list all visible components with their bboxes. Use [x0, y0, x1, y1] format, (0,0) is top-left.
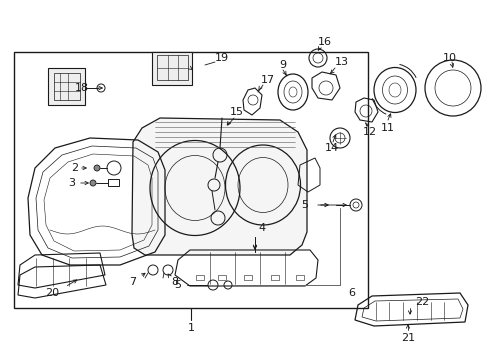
- Text: 16: 16: [317, 37, 331, 47]
- Bar: [152, 52, 192, 85]
- Circle shape: [94, 165, 100, 171]
- Text: 17: 17: [261, 75, 274, 85]
- Text: 6: 6: [348, 288, 355, 298]
- Bar: [244, 275, 251, 280]
- Circle shape: [90, 180, 96, 186]
- Text: 14: 14: [324, 143, 338, 153]
- Text: 20: 20: [45, 288, 59, 298]
- Bar: [14, 52, 367, 308]
- Text: 22: 22: [414, 297, 428, 307]
- Text: 9: 9: [279, 60, 286, 70]
- Text: 13: 13: [334, 57, 348, 67]
- Bar: [295, 275, 304, 280]
- Text: 12: 12: [362, 127, 376, 137]
- Bar: [157, 55, 187, 80]
- Text: 4: 4: [258, 223, 265, 233]
- Bar: [54, 73, 80, 100]
- Text: 21: 21: [400, 333, 414, 343]
- Bar: [196, 275, 203, 280]
- Text: 18: 18: [75, 83, 89, 93]
- Text: 15: 15: [229, 107, 244, 117]
- Bar: [218, 275, 225, 280]
- Text: 1: 1: [187, 323, 194, 333]
- Bar: [48, 68, 85, 105]
- Text: 19: 19: [215, 53, 228, 63]
- Text: 5: 5: [301, 200, 308, 210]
- Text: 10: 10: [442, 53, 456, 63]
- Text: 2: 2: [71, 163, 79, 173]
- Polygon shape: [132, 118, 306, 255]
- Bar: [270, 275, 279, 280]
- Text: 5: 5: [174, 280, 181, 290]
- Text: 8: 8: [171, 277, 178, 287]
- Text: 11: 11: [380, 123, 394, 133]
- Bar: [108, 179, 119, 186]
- Text: 3: 3: [68, 178, 75, 188]
- Text: 7: 7: [129, 277, 136, 287]
